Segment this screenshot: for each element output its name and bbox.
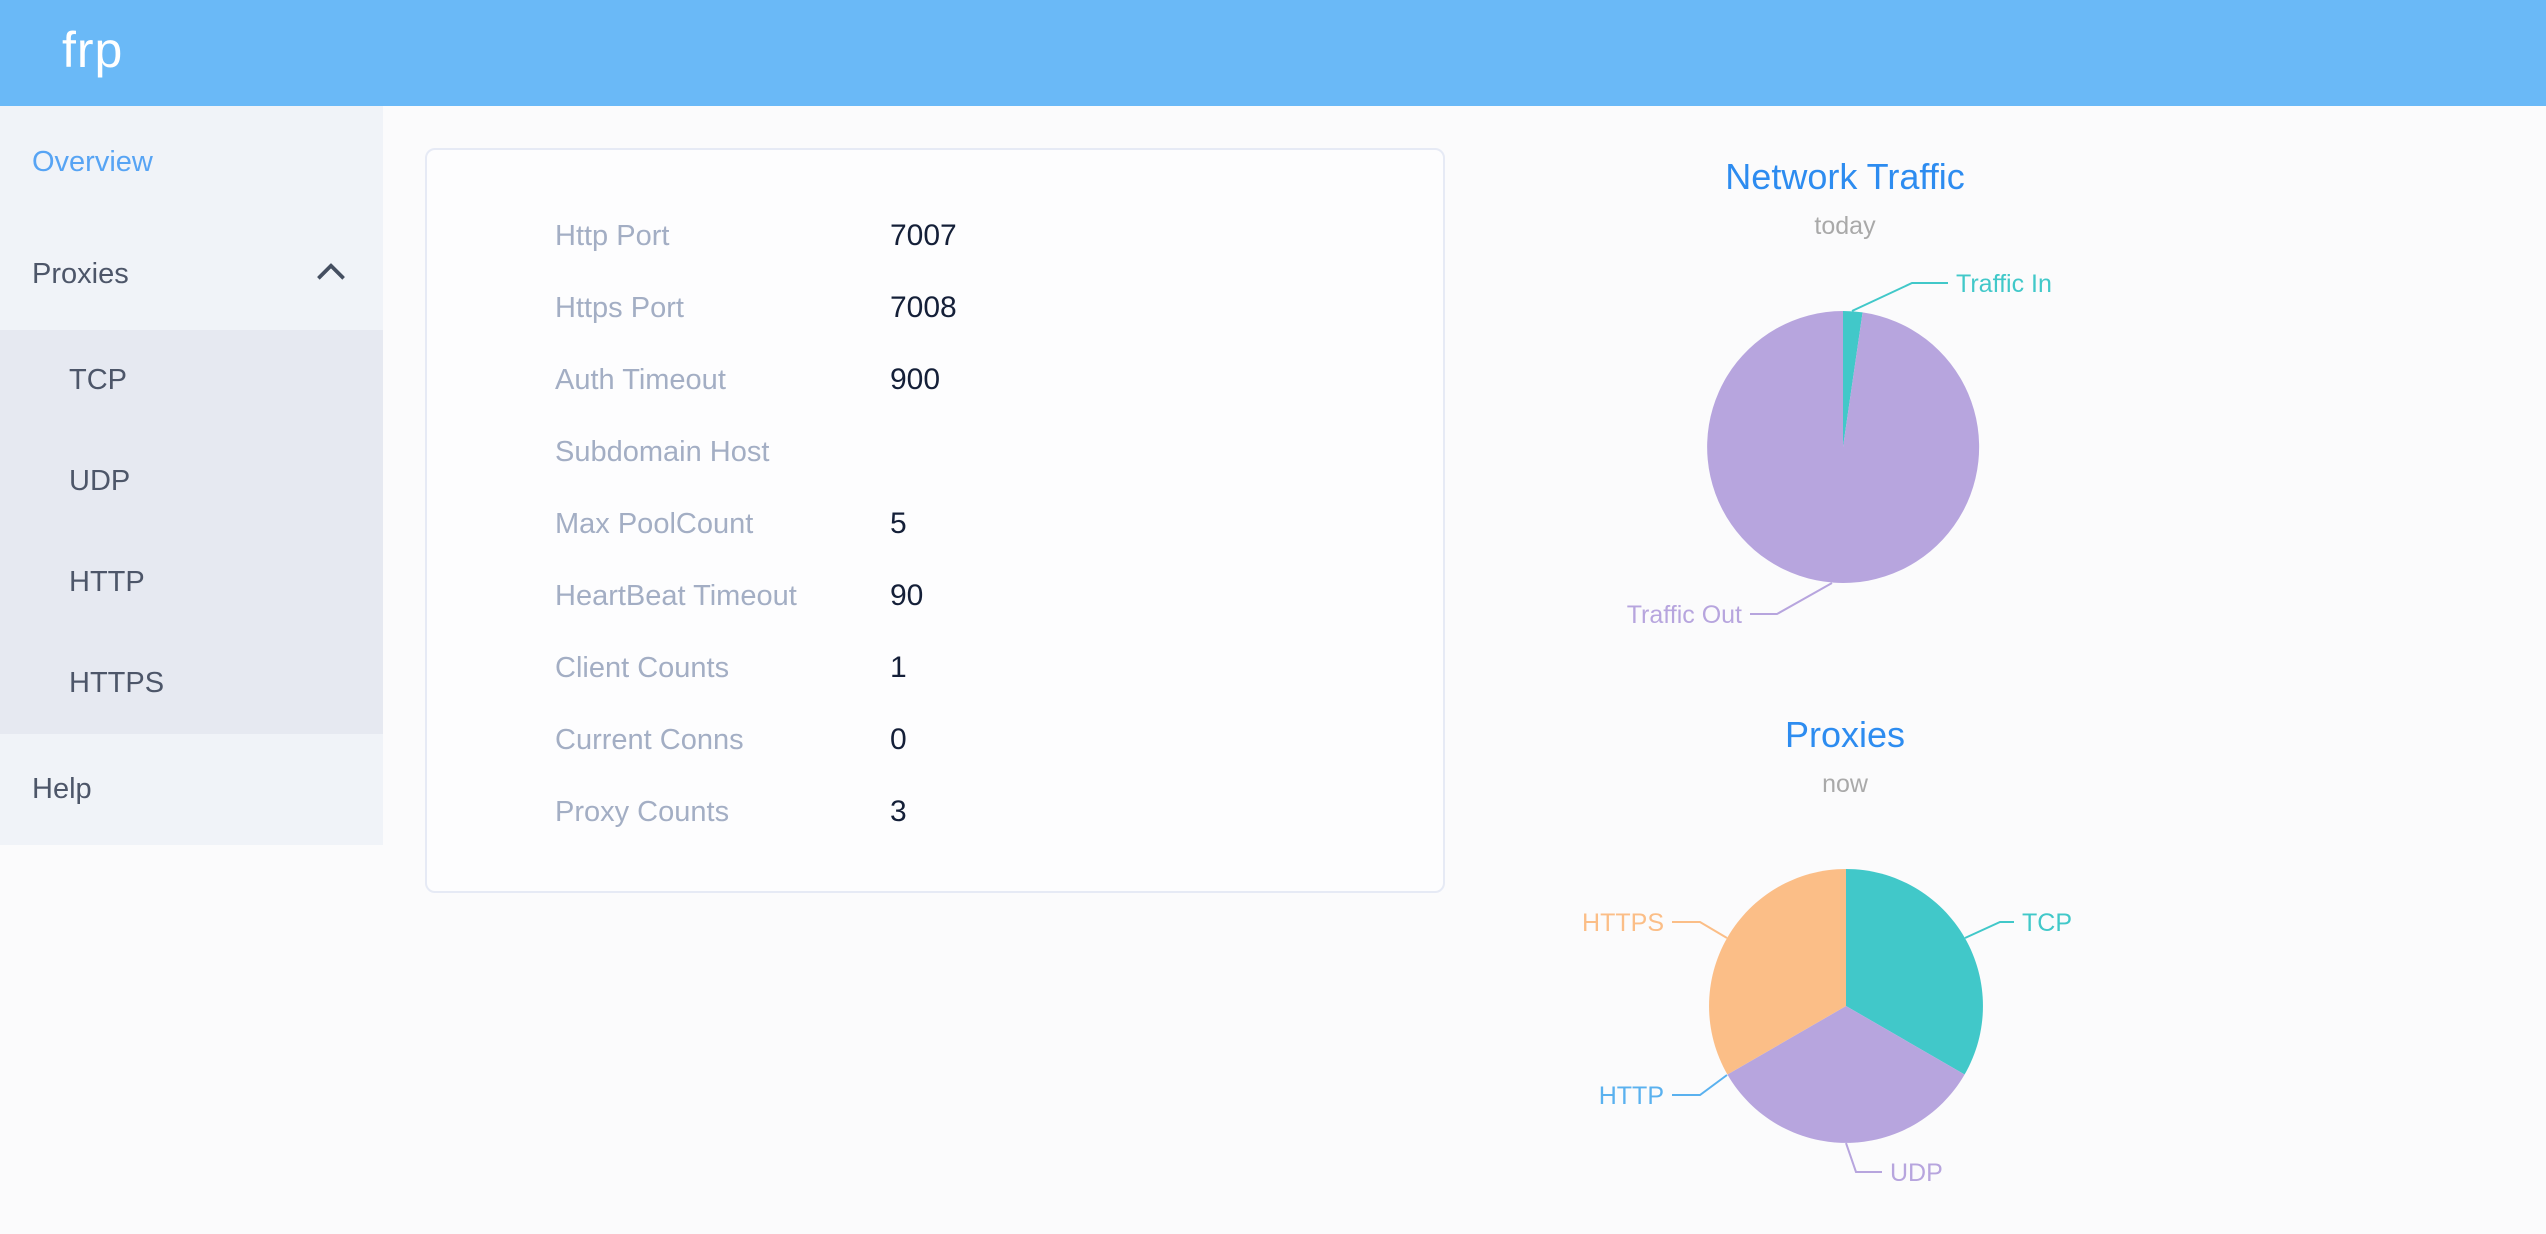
pie-label-http: HTTP bbox=[1599, 1082, 1664, 1110]
row-value: 0 bbox=[890, 723, 907, 756]
sidebar-item-udp[interactable]: UDP bbox=[0, 431, 383, 532]
table-row: HeartBeat Timeout 90 bbox=[427, 560, 1443, 632]
row-label: Subdomain Host bbox=[555, 435, 770, 468]
network-traffic-subtitle: today bbox=[1814, 212, 1876, 240]
sidebar-item-https[interactable]: HTTPS bbox=[0, 633, 383, 734]
sidebar-item-udp-label: UDP bbox=[69, 465, 131, 497]
network-traffic-title: Network Traffic bbox=[1725, 156, 1965, 197]
proxies-title: Proxies bbox=[1784, 714, 1906, 755]
pie-slice-udp[interactable] bbox=[1727, 1006, 1965, 1143]
label-line-udp bbox=[1845, 1142, 1882, 1173]
pie-slice-traffic-out[interactable] bbox=[1707, 311, 1980, 583]
proxies-pie-chart: TCP UDP HTTP HTTPS bbox=[1582, 869, 2072, 1187]
table-row: Auth Timeout 900 bbox=[427, 344, 1443, 416]
pie-label-udp: UDP bbox=[1890, 1159, 1943, 1187]
row-value: 1 bbox=[890, 651, 907, 684]
table-row: Proxy Counts 3 bbox=[427, 776, 1443, 848]
label-line-https bbox=[1672, 921, 1728, 939]
row-label: Current Conns bbox=[555, 723, 744, 756]
table-row: Http Port 7007 bbox=[427, 200, 1443, 272]
label-line-traffic-out bbox=[1750, 582, 1833, 615]
sidebar: Overview Proxies TCP UDP HTTP HTTPS Help bbox=[0, 106, 383, 845]
table-row: Current Conns 0 bbox=[427, 704, 1443, 776]
row-label: Http Port bbox=[555, 219, 670, 252]
sidebar-item-https-label: HTTPS bbox=[69, 667, 165, 699]
table-row: Subdomain Host bbox=[427, 416, 1443, 488]
app-header: frp bbox=[0, 0, 2546, 106]
sidebar-item-overview[interactable]: Overview bbox=[0, 106, 383, 218]
sidebar-item-tcp-label: TCP bbox=[69, 364, 127, 396]
pie-label-traffic-in: Traffic In bbox=[1956, 270, 2052, 298]
row-value: 5 bbox=[890, 507, 907, 540]
row-label: Auth Timeout bbox=[555, 363, 726, 396]
pie-label-https: HTTPS bbox=[1582, 909, 1664, 937]
network-traffic-pie-chart: Traffic In Traffic Out bbox=[1627, 270, 2052, 629]
pie-label-tcp: TCP bbox=[2022, 909, 2072, 937]
chevron-up-icon[interactable] bbox=[316, 262, 346, 292]
row-value: 90 bbox=[890, 579, 924, 612]
pie-slice-traffic-in[interactable] bbox=[1843, 310, 1863, 447]
sidebar-item-help-label: Help bbox=[32, 773, 92, 805]
server-info-card: Http Port 7007 Https Port 7008 Auth Timeou… bbox=[425, 148, 1445, 893]
row-label: Proxy Counts bbox=[555, 795, 730, 828]
label-line-tcp bbox=[1964, 921, 2014, 939]
sidebar-item-overview-label: Overview bbox=[32, 146, 153, 178]
sidebar-item-http-label: HTTP bbox=[69, 566, 145, 598]
proxies-submenu: TCP UDP HTTP HTTPS bbox=[0, 330, 383, 734]
label-line-http bbox=[1672, 1074, 1728, 1096]
app-logo: frp bbox=[62, 22, 124, 78]
pie-slice-tcp[interactable] bbox=[1846, 869, 1983, 1075]
row-value: 3 bbox=[890, 795, 907, 828]
label-line-traffic-in bbox=[1851, 282, 1948, 312]
proxies-subtitle: now bbox=[1822, 770, 1868, 798]
sidebar-item-proxies-label: Proxies bbox=[32, 258, 129, 290]
row-label: Max PoolCount bbox=[555, 507, 754, 540]
table-row: Client Counts 1 bbox=[427, 632, 1443, 704]
row-value: 900 bbox=[890, 363, 941, 396]
row-value: 7007 bbox=[890, 219, 957, 252]
sidebar-item-http[interactable]: HTTP bbox=[0, 532, 383, 633]
row-value: 7008 bbox=[890, 291, 957, 324]
sidebar-item-proxies[interactable]: Proxies bbox=[0, 218, 383, 330]
row-label: HeartBeat Timeout bbox=[555, 579, 797, 612]
sidebar-item-help[interactable]: Help bbox=[0, 734, 383, 845]
row-label: Client Counts bbox=[555, 651, 730, 684]
table-row: Max PoolCount 5 bbox=[427, 488, 1443, 560]
sidebar-item-tcp[interactable]: TCP bbox=[0, 330, 383, 431]
pie-slice-https[interactable] bbox=[1709, 869, 1846, 1075]
table-row: Https Port 7008 bbox=[427, 272, 1443, 344]
row-label: Https Port bbox=[555, 291, 684, 324]
pie-label-traffic-out: Traffic Out bbox=[1627, 601, 1742, 629]
